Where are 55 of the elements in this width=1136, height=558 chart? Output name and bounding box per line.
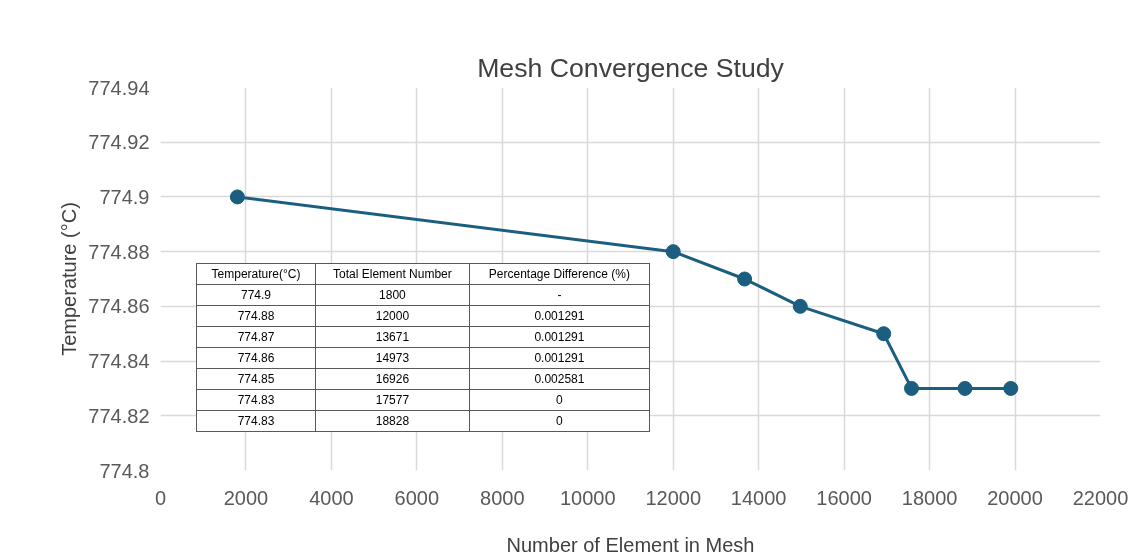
x-tick-label: 6000: [394, 486, 440, 509]
annotation: 0.001291: [469, 326, 650, 348]
x-tick-label: 14000: [730, 486, 787, 509]
annotation: 13671: [315, 326, 470, 348]
x-axis-title: Number of Element in Mesh: [506, 533, 755, 556]
point: [229, 189, 245, 205]
annotation: 0: [469, 389, 650, 411]
annotation: 0.001291: [469, 347, 650, 369]
annotation: 774.83: [196, 410, 316, 432]
y-tick-label: 774.82: [88, 404, 150, 427]
y-axis-title: Temperature (°C): [58, 202, 81, 356]
annotation: 774.86: [196, 347, 316, 369]
x-tick-label: 0: [154, 486, 167, 509]
y-tick-label: 774.84: [88, 350, 150, 373]
annotation: 0.001291: [469, 305, 650, 327]
annotation: 16926: [315, 368, 470, 390]
y-tick-label: 774.94: [88, 76, 150, 99]
y-tick-label: 774.9: [99, 185, 150, 208]
annotation: -: [469, 284, 650, 306]
x-tick-label: 16000: [816, 486, 872, 509]
x-tick-label: 10000: [559, 486, 616, 509]
point: [876, 326, 892, 342]
annotation: Percentage Difference (%): [469, 263, 650, 285]
y-tick-label: 774.86: [88, 295, 150, 318]
annotation: 18828: [315, 410, 470, 432]
annotation: Total Element Number: [315, 263, 470, 285]
y-tick-label: 774.88: [88, 240, 150, 263]
annotation: 12000: [315, 305, 470, 327]
x-tick-label: 8000: [480, 486, 525, 509]
x-tick-label: 4000: [309, 486, 354, 509]
point: [1003, 380, 1019, 396]
point: [792, 298, 808, 314]
annotation: 774.83: [196, 389, 316, 411]
y-tick-label: 774.92: [88, 131, 150, 154]
annotation: 0.002581: [469, 368, 650, 390]
annotation: 17577: [315, 389, 470, 411]
x-tick-label: 22000: [1072, 486, 1129, 509]
annotation: 774.9: [196, 284, 316, 306]
x-tick-label: 12000: [645, 486, 702, 509]
annotation: Temperature(°C): [196, 263, 316, 285]
x-tick-label: 2000: [223, 486, 269, 509]
annotation: 774.88: [196, 305, 316, 327]
annotation: 0: [469, 410, 650, 432]
chart-title: Mesh Convergence Study: [477, 52, 785, 83]
annotation: 774.85: [196, 368, 316, 390]
point: [737, 271, 753, 287]
x-tick-label: 20000: [987, 486, 1043, 509]
point: [957, 380, 973, 396]
x-tick-label: 18000: [901, 486, 958, 509]
point: [904, 380, 920, 396]
annotation: 14973: [315, 347, 470, 369]
point: [665, 244, 681, 260]
annotation: 774.87: [196, 326, 316, 348]
y-tick-label: 774.8: [99, 459, 150, 482]
annotation: 1800: [315, 284, 470, 306]
